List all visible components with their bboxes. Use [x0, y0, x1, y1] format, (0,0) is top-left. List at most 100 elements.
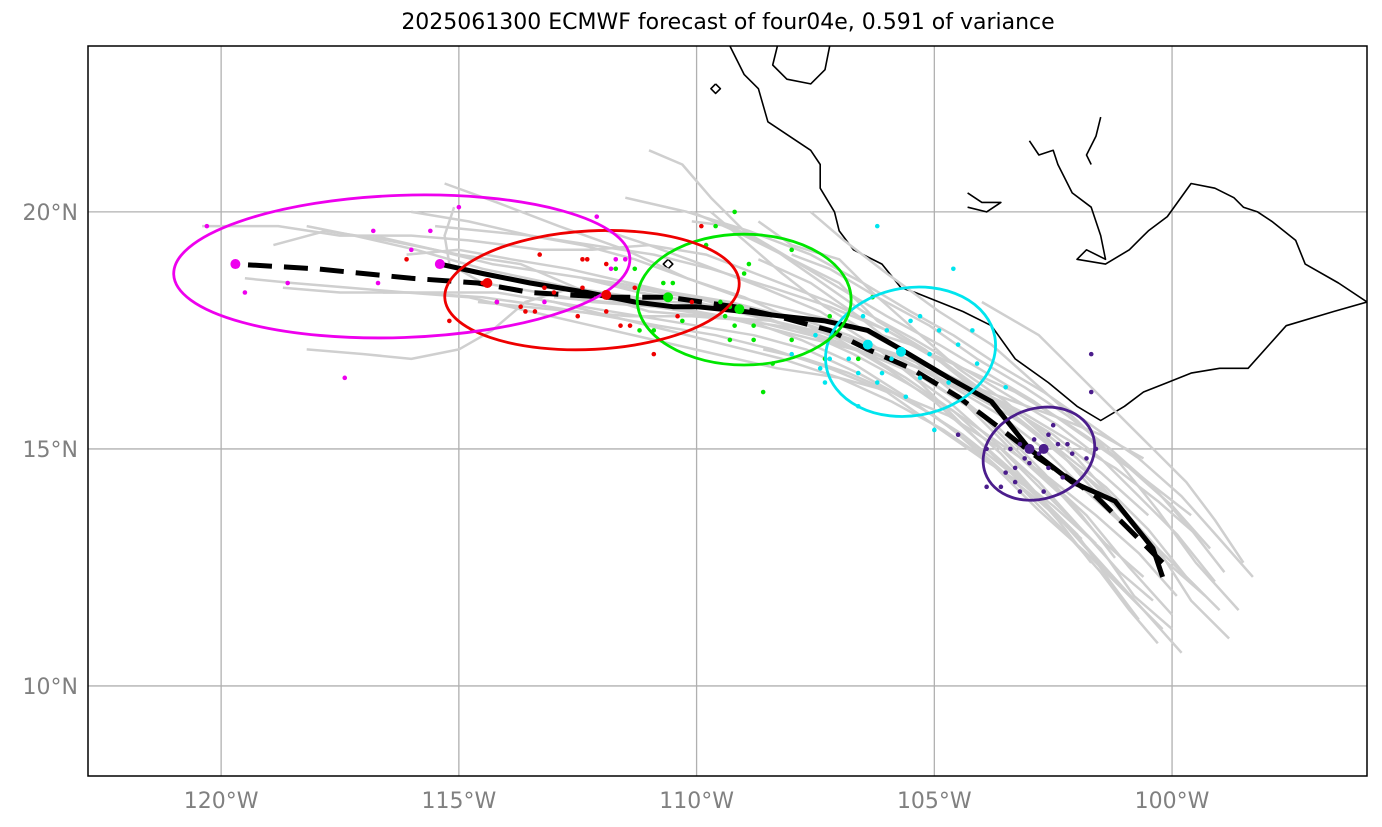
coastline	[1085, 116, 1102, 165]
ensemble-track	[443, 206, 1150, 517]
member-point	[494, 299, 500, 305]
y-tick-label: 20°N	[23, 201, 78, 226]
member-point	[551, 290, 557, 295]
mean-tracks	[235, 261, 1165, 578]
member-point	[1055, 441, 1061, 447]
member-point	[751, 323, 756, 328]
x-tick-label: 100°W	[1135, 789, 1210, 814]
member-point	[727, 337, 733, 343]
member-point	[342, 375, 348, 381]
member-point	[1036, 451, 1042, 456]
member-point	[613, 257, 619, 262]
member-point	[532, 309, 538, 314]
plot-frame	[87, 45, 1368, 777]
chart-title: 2025061300 ECMWF forecast of four04e, 0.…	[401, 10, 1055, 35]
mean-position-marker	[734, 304, 745, 315]
member-point	[917, 313, 923, 319]
member-point	[1003, 470, 1008, 475]
member-point	[1022, 456, 1027, 461]
member-point	[1088, 351, 1094, 357]
member-point	[974, 361, 980, 366]
member-point	[456, 204, 462, 210]
member-point	[827, 313, 833, 319]
member-point	[827, 356, 833, 362]
member-point	[580, 257, 585, 262]
gridlines	[88, 46, 1367, 776]
ensemble-track	[202, 224, 1230, 640]
member-point	[608, 266, 614, 272]
member-point	[1041, 489, 1046, 494]
uncertainty-ellipse	[443, 229, 741, 352]
member-point	[1046, 432, 1051, 438]
coastline	[771, 46, 831, 85]
member-point	[622, 257, 628, 262]
mean-position-marker	[896, 346, 907, 357]
member-point	[1069, 451, 1075, 456]
member-point	[927, 351, 932, 357]
member-point	[984, 484, 989, 490]
member-point	[970, 328, 975, 333]
member-point	[946, 380, 951, 385]
member-point	[651, 351, 657, 357]
coastline	[729, 46, 1367, 422]
member-point	[1084, 456, 1089, 461]
member-point	[409, 247, 414, 253]
member-positions	[204, 204, 1099, 494]
y-tick-label: 10°N	[23, 675, 78, 700]
mean-position-marker	[601, 289, 612, 300]
member-point	[584, 257, 590, 262]
ensemble-track	[981, 300, 1245, 564]
member-point	[855, 370, 861, 376]
member-point	[204, 223, 210, 229]
member-point	[874, 380, 880, 385]
x-tick-label: 110°W	[659, 789, 734, 814]
member-point	[1050, 422, 1056, 428]
member-point	[523, 309, 528, 314]
member-point	[542, 299, 547, 305]
member-point	[242, 290, 248, 295]
uncertainty-ellipse	[824, 285, 997, 418]
coastline	[967, 192, 1002, 213]
member-point	[760, 389, 766, 395]
x-tick-label: 115°W	[421, 789, 496, 814]
member-point	[580, 285, 585, 291]
uncertainty-ellipse	[635, 232, 853, 367]
member-point	[1027, 460, 1032, 466]
member-point	[680, 318, 685, 324]
member-point	[575, 313, 581, 319]
member-point	[1017, 489, 1023, 494]
member-point	[518, 304, 523, 310]
member-point	[1065, 441, 1070, 447]
ensemble-track	[244, 277, 1097, 545]
member-point	[917, 375, 923, 381]
member-point	[860, 313, 866, 319]
member-point	[661, 280, 666, 286]
mean-position-marker	[230, 259, 241, 270]
member-point	[932, 427, 937, 433]
tick-labels: 120°W 115°W 110°W 105°W 100°W 10°N 15°N 20°N	[23, 201, 1210, 814]
member-point	[741, 271, 747, 276]
ensemble-track	[691, 210, 1202, 592]
member-point	[855, 356, 861, 362]
member-point	[903, 394, 909, 400]
member-point	[746, 261, 752, 267]
member-point	[846, 356, 852, 362]
member-point	[375, 280, 381, 286]
member-point	[789, 337, 794, 343]
mean-position-markers	[230, 259, 1049, 454]
plot-area	[172, 46, 1367, 654]
member-point	[936, 328, 942, 333]
member-point	[670, 280, 676, 286]
member-point	[537, 252, 542, 257]
mean-position-marker	[1024, 443, 1035, 454]
member-point	[751, 337, 756, 343]
member-point	[428, 228, 433, 234]
member-point	[732, 209, 737, 215]
member-point	[1046, 465, 1051, 471]
ensemble-track	[691, 220, 1216, 583]
member-point	[718, 299, 723, 305]
member-point	[699, 223, 704, 229]
member-point	[789, 351, 794, 357]
member-point	[822, 380, 828, 385]
